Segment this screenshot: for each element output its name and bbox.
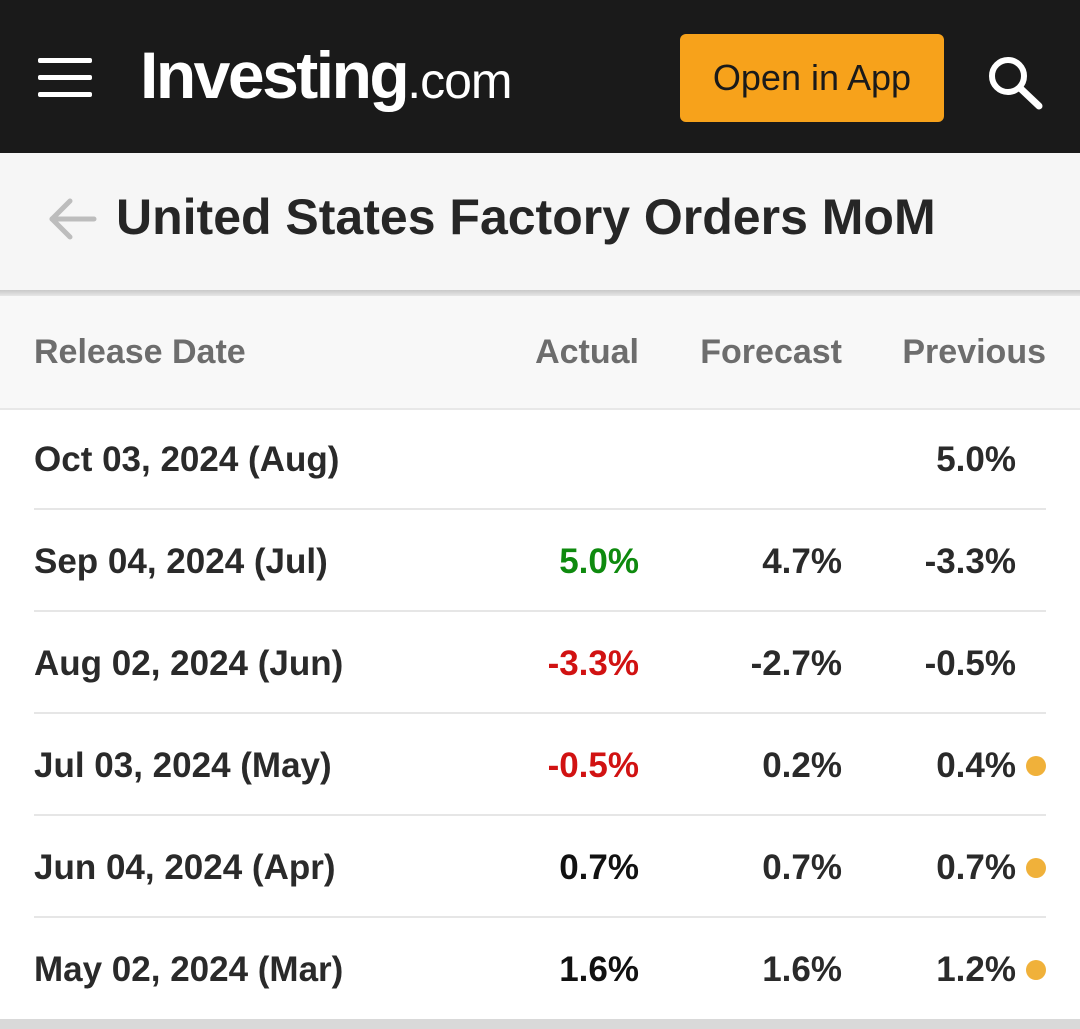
forecast-cell: 4.7% xyxy=(762,542,842,581)
previous-cell: -0.5% xyxy=(924,644,1016,683)
page-title: United States Factory Orders MoM xyxy=(116,189,936,245)
row-divider xyxy=(34,508,1046,510)
column-header-previous: Previous xyxy=(902,333,1046,371)
forecast-cell: 0.2% xyxy=(762,746,842,785)
previous-cell: 5.0% xyxy=(936,440,1016,479)
forecast-cell: 0.7% xyxy=(762,848,842,887)
open-in-app-button[interactable]: Open in App xyxy=(680,34,944,122)
logo-main-text: Investing xyxy=(140,38,410,112)
page-title-bar xyxy=(0,153,1080,290)
divider xyxy=(0,290,1080,296)
revision-dot-icon xyxy=(1026,858,1046,878)
revision-dot-icon xyxy=(1026,756,1046,776)
hamburger-menu-icon[interactable] xyxy=(38,58,92,98)
column-header-forecast: Forecast xyxy=(700,333,842,371)
previous-cell: 0.4% xyxy=(936,746,1016,785)
release-date-cell: Aug 02, 2024 (Jun) xyxy=(34,644,344,683)
table-row: Aug 02, 2024 (Jun) -3.3% -2.7% -0.5% xyxy=(34,614,1046,714)
column-header-actual: Actual xyxy=(535,333,639,371)
previous-cell: -3.3% xyxy=(924,542,1016,581)
release-date-cell: Sep 04, 2024 (Jul) xyxy=(34,542,328,581)
top-navigation-bar: Investing .com Open in App xyxy=(0,0,1080,153)
table-row: Oct 03, 2024 (Aug) 5.0% xyxy=(34,410,1046,510)
row-divider xyxy=(34,814,1046,816)
actual-cell: -3.3% xyxy=(547,644,639,683)
previous-cell: 1.2% xyxy=(936,950,1016,989)
revision-dot-icon xyxy=(1026,960,1046,980)
release-date-cell: May 02, 2024 (Mar) xyxy=(34,950,344,989)
investing-logo[interactable]: Investing .com xyxy=(140,30,513,120)
actual-cell: 5.0% xyxy=(559,542,639,581)
row-divider xyxy=(34,712,1046,714)
table-row: Sep 04, 2024 (Jul) 5.0% 4.7% -3.3% xyxy=(34,512,1046,612)
release-date-cell: Jun 04, 2024 (Apr) xyxy=(34,848,336,887)
release-date-cell: Jul 03, 2024 (May) xyxy=(34,746,332,785)
release-date-cell: Oct 03, 2024 (Aug) xyxy=(34,440,340,479)
row-divider xyxy=(34,610,1046,612)
actual-cell: 1.6% xyxy=(559,950,639,989)
column-header-release-date: Release Date xyxy=(34,333,246,371)
forecast-cell: 1.6% xyxy=(762,950,842,989)
table-row: Jun 04, 2024 (Apr) 0.7% 0.7% 0.7% xyxy=(34,818,1046,918)
actual-cell: -0.5% xyxy=(547,746,639,785)
row-divider xyxy=(34,916,1046,918)
previous-cell: 0.7% xyxy=(936,848,1016,887)
table-header: Release Date Actual Forecast Previous xyxy=(0,296,1080,410)
actual-cell: 0.7% xyxy=(559,848,639,887)
table-row: Jul 03, 2024 (May) -0.5% 0.2% 0.4% xyxy=(34,716,1046,816)
forecast-cell: -2.7% xyxy=(750,644,842,683)
logo-suffix-text: .com xyxy=(407,53,512,109)
bottom-divider xyxy=(0,1019,1080,1029)
search-icon[interactable] xyxy=(986,54,1044,110)
back-arrow-icon[interactable] xyxy=(46,193,98,245)
table-row: May 02, 2024 (Mar) 1.6% 1.6% 1.2% xyxy=(34,920,1046,1020)
